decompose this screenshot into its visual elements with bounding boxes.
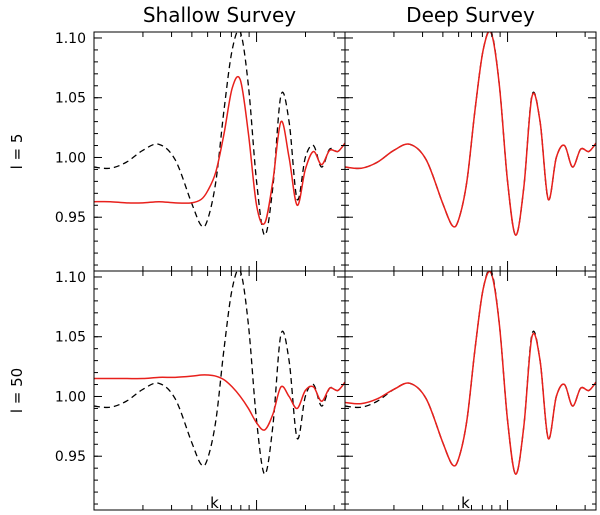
series-reference-line — [94, 271, 345, 475]
panel-shallow-l5 — [93, 31, 346, 272]
column-title-deep: Deep Survey — [406, 3, 535, 27]
row-label-l5: l = 5 — [8, 134, 26, 170]
y-tick-label: 1.00 — [55, 150, 86, 166]
x-axis-label: k — [210, 494, 219, 512]
column-title-shallow: Shallow Survey — [143, 3, 296, 27]
series-recovered-line — [94, 75, 345, 225]
panel-shallow-l50 — [93, 270, 346, 511]
y-tick-label: 1.10 — [55, 270, 86, 286]
panel-frame — [344, 270, 597, 511]
series-recovered-line — [345, 32, 596, 236]
series-recovered-line — [94, 374, 345, 431]
y-tick-label: 1.05 — [55, 330, 86, 346]
series-recovered-line — [345, 271, 596, 475]
series-reference-line — [345, 32, 596, 236]
series-reference-line — [94, 32, 345, 236]
series-reference-line — [345, 271, 596, 475]
panel-deep-l5 — [344, 31, 597, 272]
x-axis-label: k — [461, 494, 470, 512]
y-tick-label: 1.05 — [55, 91, 86, 107]
y-tick-label: 0.95 — [55, 210, 86, 226]
y-tick-label: 1.10 — [55, 31, 86, 47]
y-tick-label: 1.00 — [55, 389, 86, 405]
row-label-l50: l = 50 — [8, 368, 26, 413]
panel-deep-l50 — [344, 270, 597, 511]
y-tick-label: 0.95 — [55, 449, 86, 465]
